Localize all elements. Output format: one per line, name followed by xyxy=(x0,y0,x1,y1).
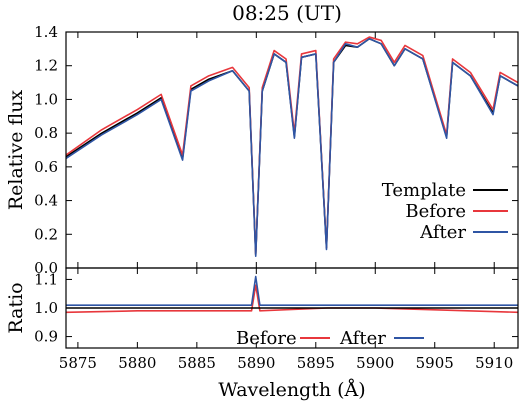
ratio-panel-ticks: 5875 5880 5885 5890 5895 5900 5905 5910 0.9 1.0 1.… xyxy=(34,268,518,372)
y-tick-label: 0.0 xyxy=(34,259,58,277)
x-tick-label: 5910 xyxy=(475,354,513,372)
flux-y-axis-label: Relative flux xyxy=(5,90,27,211)
x-tick-label: 5890 xyxy=(237,354,275,372)
y-tick-label: 1.4 xyxy=(34,23,58,41)
x-tick-label: 5880 xyxy=(118,354,156,372)
y-tick-label: 1.1 xyxy=(34,270,58,288)
x-tick-label: 5900 xyxy=(356,354,394,372)
y-tick-label: 1.0 xyxy=(34,299,58,317)
legend-label-before: Before xyxy=(405,201,466,222)
y-tick-label: 0.4 xyxy=(34,192,58,210)
y-tick-label: 0.9 xyxy=(34,328,58,346)
series-line-after xyxy=(66,275,518,306)
flux-series-lines xyxy=(65,36,519,258)
legend-label-before: Before xyxy=(236,328,297,349)
y-tick-label: 1.0 xyxy=(34,90,58,108)
ratio-series-lines xyxy=(65,275,519,314)
x-tick-label: 5905 xyxy=(416,354,454,372)
x-tick-label: 5885 xyxy=(178,354,216,372)
y-tick-label: 0.6 xyxy=(34,158,58,176)
x-tick-label: 5895 xyxy=(297,354,335,372)
ratio-panel: 5875 5880 5885 5890 5895 5900 5905 5910 0.9 1.0 1.… xyxy=(5,267,519,401)
flux-panel-ticks: 0.0 0.2 0.4 0.6 0.8 1.0 1.2 1.4 xyxy=(34,23,518,277)
ratio-legend: Before After xyxy=(236,328,424,349)
ratio-y-axis-label: Ratio xyxy=(5,282,27,333)
legend-label-after: After xyxy=(419,222,466,243)
y-tick-label: 1.2 xyxy=(34,57,58,75)
y-tick-label: 0.2 xyxy=(34,225,58,243)
y-tick-label: 0.8 xyxy=(34,124,58,142)
legend-label-template: Template xyxy=(382,180,466,201)
x-tick-label: 5875 xyxy=(59,354,97,372)
series-line-after xyxy=(65,37,519,258)
chart-title: 08:25 (UT) xyxy=(232,1,342,25)
x-axis-label: Wavelength (Å) xyxy=(218,379,365,401)
legend-label-after: After xyxy=(339,328,386,349)
flux-panel: 0.0 0.2 0.4 0.6 0.8 1.0 1.2 1.4 Relative flux T… xyxy=(5,23,519,277)
